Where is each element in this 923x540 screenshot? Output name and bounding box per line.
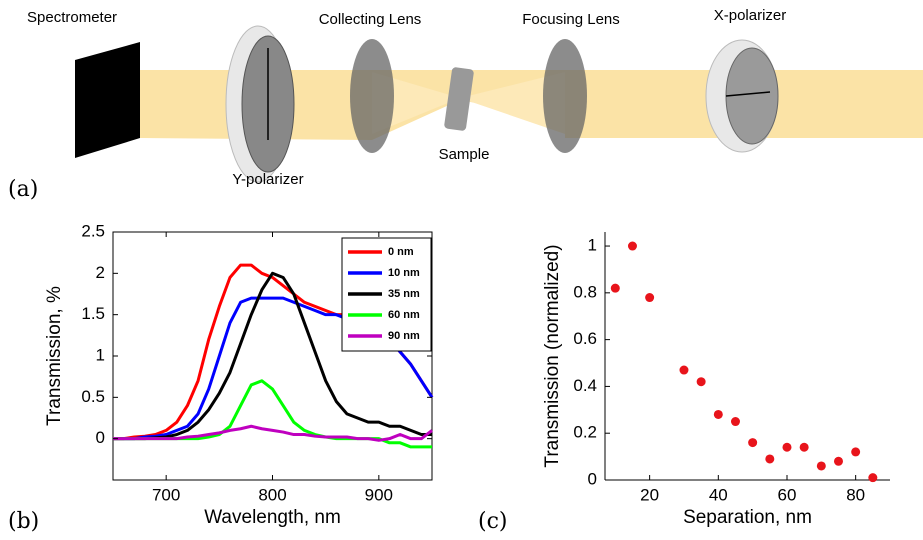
data-point [833,456,843,466]
data-point [799,442,809,452]
polarization-arrow [725,91,771,97]
data-point [868,473,878,483]
y-tick-label: 1 [588,236,597,255]
y-tick-label: 0.6 [573,329,597,348]
data-point [679,365,689,375]
data-point [816,461,826,471]
data-point [782,442,792,452]
x-tick-label: 900 [365,485,393,504]
label: Spectrometer [27,9,117,26]
label: Sample [439,146,490,163]
data-point [730,417,740,427]
data-point [610,283,620,293]
y-tick-label: 0 [96,428,105,447]
legend-label: 60 nm [388,309,420,321]
y-tick-label: 0.5 [81,387,105,406]
y-axis-label: Transmission (normalized) [542,244,563,467]
x-axis-label: Wavelength, nm [204,507,341,528]
collecting-lens [350,39,394,153]
data-point [748,438,758,448]
x-tick-label: 700 [152,485,180,504]
data-point [627,241,637,251]
data-point [851,447,861,457]
legend-label: 90 nm [388,330,420,342]
x-axis-label: Separation, nm [683,507,812,528]
x-tick-label: 80 [846,485,865,504]
legend-label: 0 nm [388,246,414,258]
y-tick-label: 2 [96,263,105,282]
y-tick-label: 0.2 [573,423,597,442]
legend-label: 35 nm [388,288,420,300]
x-tick-label: 40 [709,485,728,504]
sample-icon [444,67,474,131]
setup-diagram: Spectrometer Collecting Lens Focusing Le… [8,7,923,202]
x-tick-label: 20 [640,485,659,504]
panel-label: (a) [8,177,38,202]
spectrometer-icon [75,42,140,158]
data-point [645,293,655,303]
x-tick-label: 60 [778,485,797,504]
y-tick-label: 2.5 [81,221,105,240]
data-line [113,271,432,441]
panel-label: (b) [8,509,39,534]
data-point [765,454,775,464]
data-point [713,409,723,419]
y-tick-label: 0 [588,469,597,488]
y-tick-label: 1.5 [81,304,105,323]
y-axis-label: Transmission, % [44,286,65,426]
focusing-lens [543,39,587,153]
x-tick-label: 800 [258,485,286,504]
data-point [696,377,706,387]
panel-label: (c) [478,509,508,534]
beam-cone [460,72,565,134]
label: Focusing Lens [522,11,620,28]
y-tick-label: 1 [96,345,105,364]
label: Collecting Lens [319,11,422,28]
legend-label: 10 nm [388,267,420,279]
label: Y-polarizer [232,171,303,188]
label: X-polarizer [714,7,787,24]
data-line [113,424,433,442]
y-tick-label: 0.4 [573,376,597,395]
beam-cone [372,72,460,134]
y-tick-label: 0.8 [573,282,597,301]
